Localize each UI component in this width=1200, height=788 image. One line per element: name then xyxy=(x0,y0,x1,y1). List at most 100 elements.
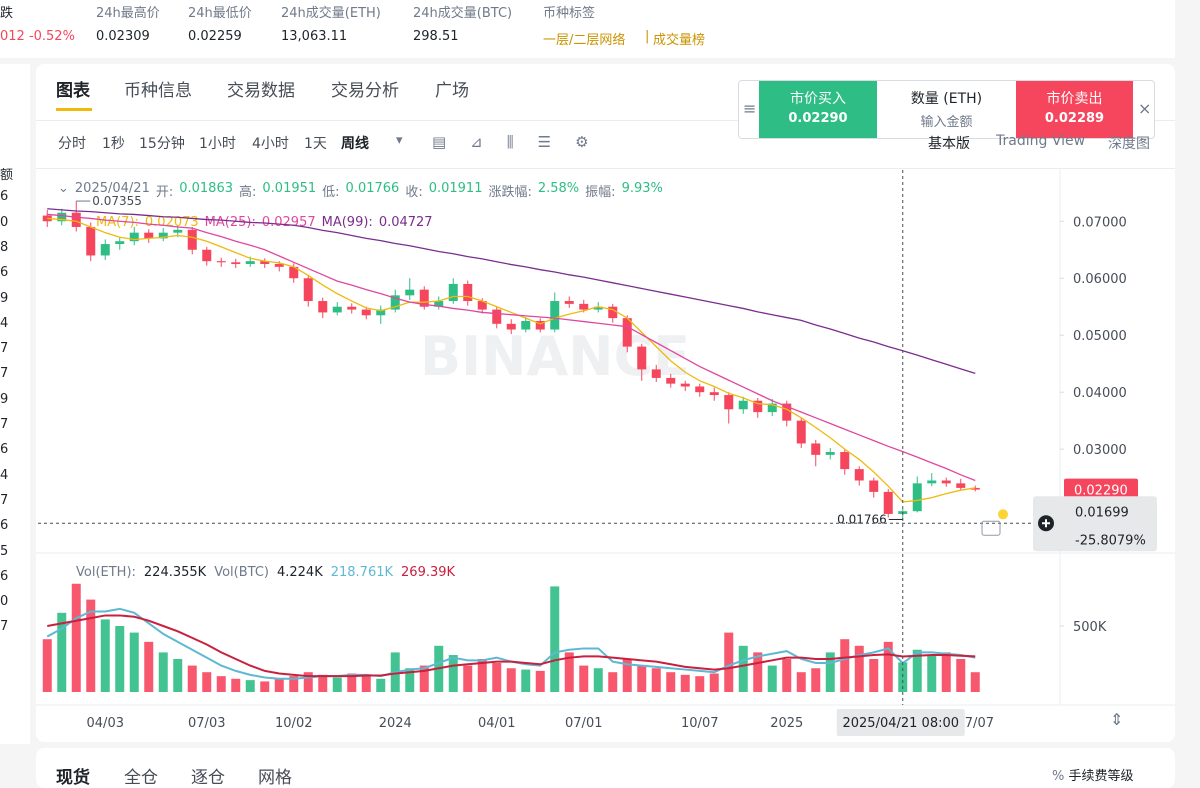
qty-label: 数量 (ETH) xyxy=(910,91,983,107)
tab[interactable]: 币种信息 xyxy=(124,81,192,101)
candle-body xyxy=(767,403,777,413)
legend-name: MA(7): xyxy=(96,215,139,230)
view-option[interactable]: 深度图 xyxy=(1108,136,1150,152)
volume-bar xyxy=(158,652,168,692)
readout-value: 224.355K xyxy=(143,565,207,580)
x-tick-label: 04/03 xyxy=(87,716,124,731)
interval[interactable]: 周线 xyxy=(341,136,369,152)
sidebar-fragment: 6 xyxy=(0,189,9,205)
candle-body xyxy=(231,262,241,265)
candle-body xyxy=(883,491,893,514)
label: 高: xyxy=(239,185,257,200)
stat-value: 0.02259 xyxy=(188,29,242,44)
value: 0.01863 xyxy=(179,181,233,196)
order-tab[interactable]: 逐仓 xyxy=(191,768,225,788)
order-tab[interactable]: 现货 xyxy=(56,768,90,788)
candle-body xyxy=(202,249,212,262)
interval[interactable]: 15分钟 xyxy=(139,136,185,152)
candle-body xyxy=(637,346,647,370)
order-tab[interactable]: 网格 xyxy=(258,768,292,788)
readout-value: 218.761K xyxy=(330,565,394,580)
interval[interactable]: 1天 xyxy=(304,136,327,152)
order-tab[interactable]: 全仓 xyxy=(124,768,158,788)
qty-input[interactable]: 数量 (ETH) 输入金额 xyxy=(877,81,1016,138)
x-tick-label: 07/01 xyxy=(565,716,602,731)
grip[interactable]: ≡ xyxy=(743,99,757,118)
interval[interactable]: 4小时 xyxy=(252,136,289,152)
crosshair: 0.01699 -25.8079% 2025/04/21 08:00 xyxy=(38,170,1157,736)
sidebar xyxy=(0,64,30,744)
tag[interactable]: 成交量榜 xyxy=(653,33,706,48)
sidebar-fragment: 7 xyxy=(0,492,9,508)
tag-separator: | xyxy=(645,29,650,44)
stat-label: 24h最低价 xyxy=(188,6,252,21)
x-tick-label: 2025 xyxy=(770,716,803,731)
candle-body xyxy=(86,226,96,256)
volume-bar xyxy=(419,665,429,692)
volume-bar xyxy=(825,652,835,692)
volume-bar xyxy=(231,678,241,692)
tag[interactable]: 一层/二层网络 xyxy=(543,33,626,48)
x-tick-label: 07/03 xyxy=(188,716,225,731)
change-value: 012 -0.52% xyxy=(0,29,75,44)
volume-bar xyxy=(463,665,473,692)
toolbar-icons[interactable]: ▤⊿⫼☰⚙ xyxy=(432,133,613,151)
sell-button[interactable]: 市价卖出 0.02289 xyxy=(1016,81,1133,138)
volume-bar xyxy=(318,674,328,692)
readout-name: Vol(ETH): xyxy=(76,565,136,580)
volume-bar xyxy=(666,672,676,692)
volume-bar xyxy=(796,672,806,692)
volume-bar xyxy=(521,669,531,692)
volume-bar xyxy=(129,632,139,692)
interval[interactable]: 1小时 xyxy=(199,136,236,152)
candle-body xyxy=(216,261,226,263)
volume-bar xyxy=(724,632,734,692)
sidebar-fragment: 0 xyxy=(0,594,9,610)
candle-body xyxy=(521,320,531,330)
tab-underline xyxy=(56,108,92,111)
sidebar-fragment: 7 xyxy=(0,417,9,432)
fee-level[interactable]: % 手续费等级 xyxy=(1052,769,1134,784)
interval[interactable]: 分时 xyxy=(58,136,86,152)
tab[interactable]: 交易数据 xyxy=(227,81,295,101)
candle-body xyxy=(970,487,980,490)
candle-body xyxy=(376,309,386,316)
dropdown-arrow[interactable]: ▾ xyxy=(396,133,403,148)
candle-body xyxy=(245,261,255,265)
candle-body xyxy=(274,264,284,267)
y-tick-label: 0.05000 xyxy=(1073,329,1127,344)
stat-value: 0.02309 xyxy=(96,29,150,44)
close-button[interactable]: × xyxy=(1138,99,1152,118)
volume-readout: Vol(ETH): 224.355K Vol(BTC) 4.224K 218.761K 2… xyxy=(76,565,455,580)
tab[interactable]: 交易分析 xyxy=(331,81,399,101)
tab[interactable]: 图表 xyxy=(56,81,90,101)
sidebar-fragment: 6 xyxy=(0,442,9,458)
candle-body xyxy=(535,320,545,330)
volume-bar xyxy=(332,677,342,692)
sidebar-fragment: 5 xyxy=(0,543,9,559)
candle-body xyxy=(680,383,690,387)
view-option[interactable]: Trading View xyxy=(996,133,1086,149)
axis-fit-icon[interactable]: ⇕ xyxy=(1110,710,1124,729)
plus xyxy=(1042,519,1050,528)
buy-button[interactable]: 市价买入 0.02290 xyxy=(759,81,877,138)
sidebar-fragment: 4 xyxy=(0,467,9,483)
tab[interactable]: 广场 xyxy=(435,81,469,101)
volume-bar xyxy=(840,639,850,692)
candle-body xyxy=(593,306,603,310)
interval[interactable]: 1秒 xyxy=(102,136,125,152)
volume-bar xyxy=(535,670,545,692)
sidebar-fragment: 9 xyxy=(0,391,9,407)
view-option[interactable]: 基本版 xyxy=(928,136,970,152)
crosshair-change: -25.8079% xyxy=(1075,533,1146,548)
candle-body xyxy=(71,212,81,227)
y-tick-label: 0.04000 xyxy=(1073,386,1127,401)
sidebar-fragment: 9 xyxy=(0,290,9,306)
y-tick-label: 0.06000 xyxy=(1073,272,1127,287)
volume-bar xyxy=(100,619,110,692)
candle-body xyxy=(782,403,792,421)
buy-label: 市价买入 xyxy=(790,91,846,107)
collapse[interactable]: ⌄ xyxy=(58,181,69,196)
volume-bar xyxy=(260,681,270,692)
volume-bar xyxy=(86,599,96,692)
